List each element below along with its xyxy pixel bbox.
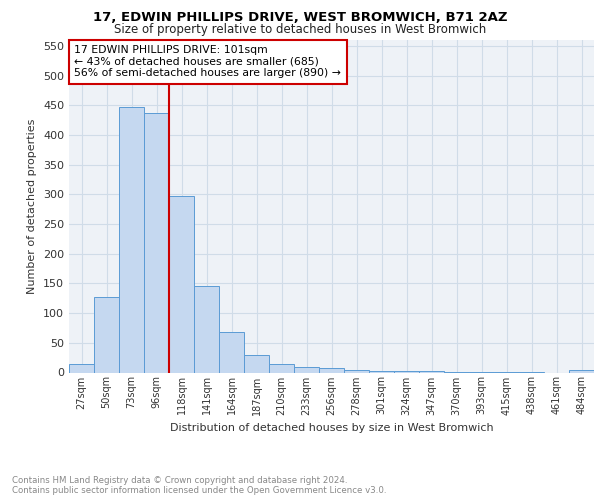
Bar: [144, 113, 169, 372]
Text: Size of property relative to detached houses in West Bromwich: Size of property relative to detached ho…: [114, 22, 486, 36]
Bar: [369, 370, 394, 372]
Bar: [169, 196, 194, 372]
Bar: [119, 107, 144, 372]
Text: Contains public sector information licensed under the Open Government Licence v3: Contains public sector information licen…: [12, 486, 386, 495]
Bar: [244, 356, 269, 372]
Bar: [344, 370, 369, 372]
Bar: [269, 364, 294, 372]
Bar: [94, 296, 119, 372]
Bar: [194, 286, 219, 372]
Text: 17, EDWIN PHILLIPS DRIVE, WEST BROMWICH, B71 2AZ: 17, EDWIN PHILLIPS DRIVE, WEST BROMWICH,…: [93, 11, 507, 24]
Bar: [294, 366, 319, 372]
Bar: [319, 368, 344, 372]
Bar: [219, 332, 244, 372]
Y-axis label: Number of detached properties: Number of detached properties: [28, 118, 37, 294]
Bar: [69, 364, 94, 372]
Text: 17 EDWIN PHILLIPS DRIVE: 101sqm
← 43% of detached houses are smaller (685)
56% o: 17 EDWIN PHILLIPS DRIVE: 101sqm ← 43% of…: [74, 45, 341, 78]
Text: Contains HM Land Registry data © Crown copyright and database right 2024.: Contains HM Land Registry data © Crown c…: [12, 476, 347, 485]
Bar: [569, 370, 594, 372]
X-axis label: Distribution of detached houses by size in West Bromwich: Distribution of detached houses by size …: [170, 423, 493, 433]
